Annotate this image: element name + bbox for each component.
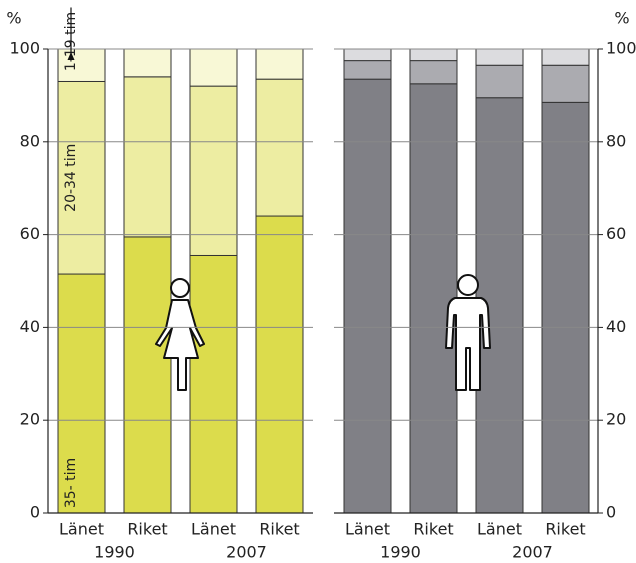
y-tick-label: 40	[20, 317, 40, 336]
bar-segment	[343, 60, 392, 80]
bar-segment	[189, 254, 238, 514]
x-tick-label: Länet	[477, 520, 522, 539]
bar-segment	[189, 85, 238, 256]
y-tick-label: 60	[20, 224, 40, 243]
y-axis-label: %	[614, 9, 629, 28]
bar-segment	[409, 48, 458, 62]
bar-segment	[475, 48, 524, 66]
bar-segment	[123, 236, 172, 514]
group-label: 1990	[94, 543, 135, 562]
bar-segment	[57, 273, 106, 514]
x-tick-label: Länet	[59, 520, 104, 539]
group-label: 2007	[512, 543, 553, 562]
y-axis-label: %	[6, 9, 21, 28]
x-tick-label: Riket	[259, 520, 299, 539]
y-tick-label: 0	[606, 503, 616, 522]
bar-segment	[255, 78, 304, 217]
figures	[155, 274, 491, 391]
bar-segment	[343, 78, 392, 514]
y-tick-label: 20	[20, 410, 40, 429]
segment-label: 35- tim	[63, 458, 79, 508]
bar-segment	[541, 64, 590, 103]
y-tick-label: 80	[606, 131, 626, 150]
x-tick-label: Riket	[127, 520, 167, 539]
bar-segment	[475, 64, 524, 99]
arrow-head	[67, 52, 75, 60]
bar-segment	[255, 48, 304, 80]
group-label: 2007	[226, 543, 267, 562]
woman-icon	[155, 278, 205, 391]
group-label: 1990	[380, 543, 421, 562]
bar-segment	[123, 76, 172, 238]
bar-segment	[57, 80, 106, 275]
man-icon	[445, 274, 491, 391]
bar-segment	[123, 48, 172, 78]
y-tick-label: 40	[606, 317, 626, 336]
bar-segment	[541, 48, 590, 66]
y-tick-label: 80	[20, 131, 40, 150]
x-tick-label: Länet	[345, 520, 390, 539]
bar-segment	[255, 215, 304, 514]
y-tick-label: 60	[606, 224, 626, 243]
y-tick-label: 100	[9, 39, 40, 58]
bar-segment	[343, 48, 392, 62]
segment-label: 20-34 tim	[63, 144, 79, 212]
x-tick-label: Riket	[413, 520, 453, 539]
y-tick-label: 0	[30, 503, 40, 522]
y-tick-label: 20	[606, 410, 626, 429]
bar-segment	[409, 83, 458, 514]
y-tick-label: 100	[606, 39, 636, 58]
x-tick-label: Länet	[191, 520, 236, 539]
x-tick-label: Riket	[545, 520, 585, 539]
bar-segment	[541, 101, 590, 514]
bar-segment	[409, 60, 458, 85]
bar-segment	[189, 48, 238, 87]
